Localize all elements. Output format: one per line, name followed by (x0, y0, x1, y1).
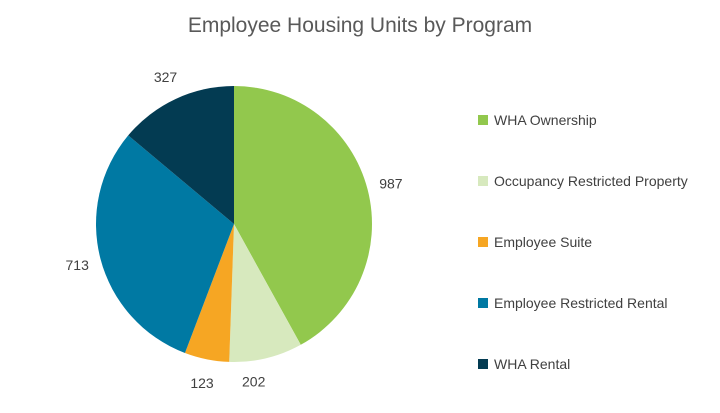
pie-slice-occupancy-restricted-property (229, 224, 301, 363)
legend-swatch (478, 298, 488, 308)
data-label-wha-rental: 327 (154, 69, 178, 85)
data-label-wha-ownership: 987 (379, 176, 403, 192)
legend-swatch (478, 115, 488, 125)
legend-label: Employee Suite (494, 234, 593, 250)
legend-item: WHA Ownership (478, 108, 688, 132)
legend-item: Employee Suite (478, 230, 688, 254)
legend-item: WHA Rental (478, 352, 688, 376)
legend-label: Employee Restricted Rental (494, 295, 668, 311)
legend-label: WHA Ownership (494, 112, 597, 128)
legend-swatch (478, 359, 488, 369)
legend-label: WHA Rental (494, 356, 571, 372)
data-label-employee-restricted-rental: 713 (66, 257, 90, 273)
pie-slice-wha-rental (128, 86, 234, 224)
pie-slice-wha-ownership (234, 86, 372, 345)
pie-slice-employee-suite (184, 224, 234, 362)
legend-label: Occupancy Restricted Property (494, 173, 688, 189)
legend-item: Occupancy Restricted Property (478, 169, 688, 193)
data-label-occupancy-restricted-property: 202 (242, 374, 266, 390)
legend-swatch (478, 237, 488, 247)
pie-slice-employee-restricted-rental (96, 135, 235, 353)
legend: WHA Ownership Occupancy Restricted Proper… (478, 108, 688, 413)
legend-swatch (478, 176, 488, 186)
legend-item: Employee Restricted Rental (478, 291, 688, 315)
chart-title: Employee Housing Units by Program (187, 14, 533, 37)
data-label-employee-suite: 123 (190, 375, 214, 391)
